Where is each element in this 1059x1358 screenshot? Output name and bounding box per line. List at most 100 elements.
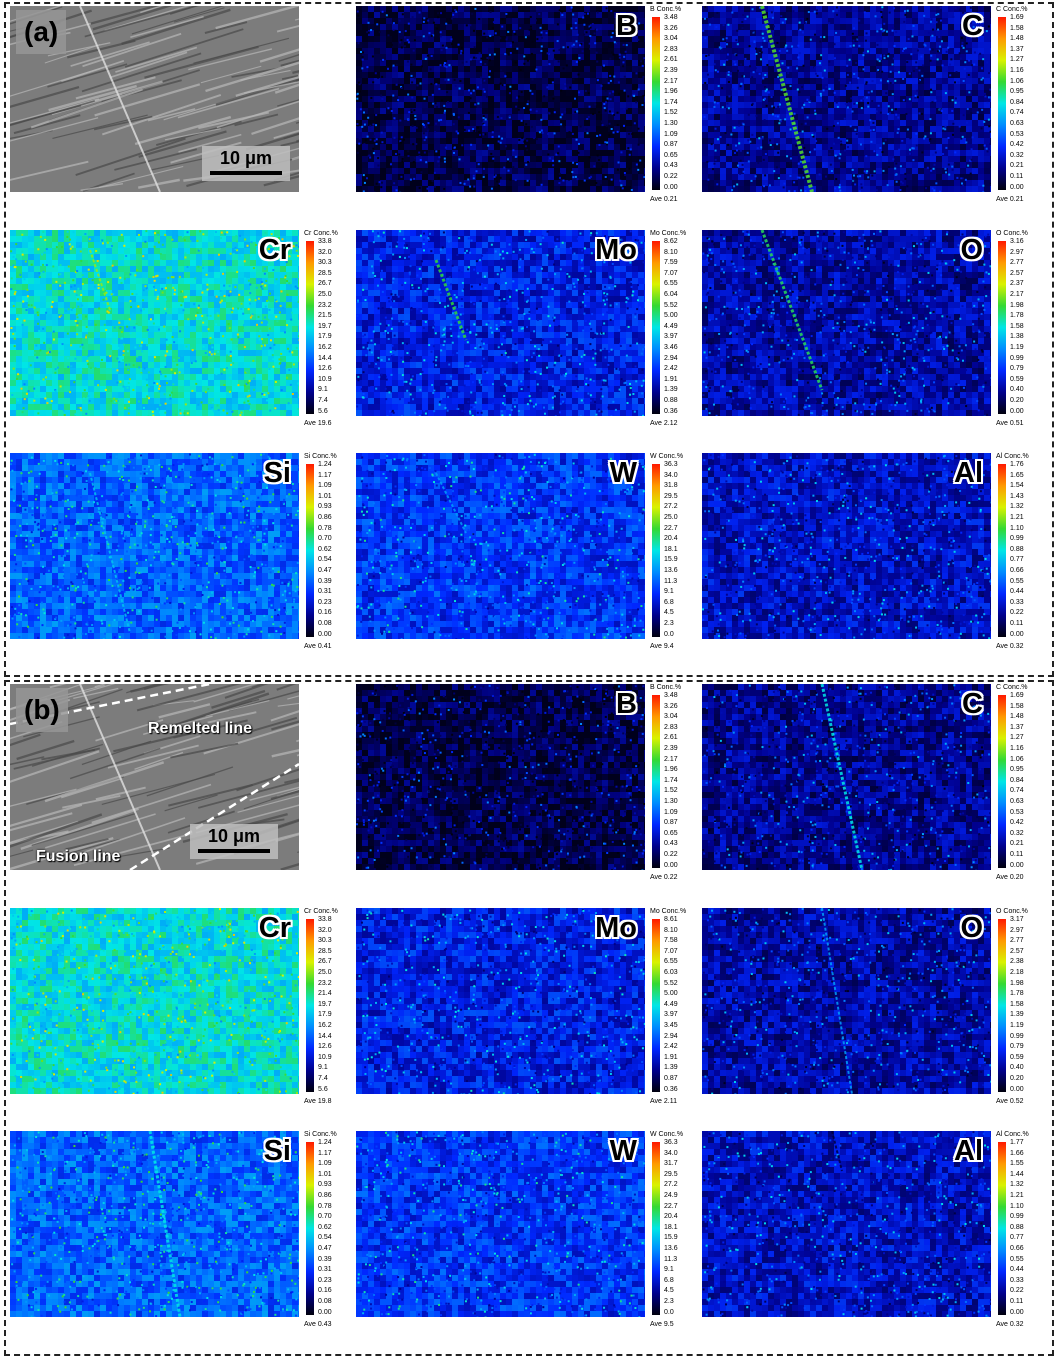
legend-tick-label: 0.62 bbox=[318, 546, 332, 554]
legend-average: Ave 19.6 bbox=[304, 420, 332, 427]
concentration-map-image bbox=[10, 230, 299, 416]
legend-title: Cr Conc.% bbox=[304, 908, 338, 915]
color-legend: O Conc.% 3.16 2.97 2.77 2.57 2.37 2.17 1.98 1.78… bbox=[996, 230, 1046, 427]
legend-tick-label: 26.7 bbox=[318, 280, 332, 288]
legend-tick-label: 1.32 bbox=[1010, 503, 1024, 511]
panel-section bbox=[4, 680, 1054, 1356]
concentration-map-image bbox=[356, 6, 645, 192]
element-label: Al bbox=[954, 1135, 983, 1168]
scale-bar: 10 μm bbox=[202, 146, 290, 181]
legend-tick-label: 17.9 bbox=[318, 1011, 332, 1019]
legend-tick-label: 1.24 bbox=[318, 461, 332, 469]
legend-tick-label: 2.3 bbox=[664, 620, 674, 628]
legend-tick-label: 0.59 bbox=[1010, 376, 1024, 384]
legend-tick-label: 25.0 bbox=[318, 291, 332, 299]
element-label: Al bbox=[954, 457, 983, 490]
legend-tick-label: 2.38 bbox=[1010, 958, 1024, 966]
color-legend: B Conc.% 3.48 3.26 3.04 2.83 2.61 2.39 2.17 1.96… bbox=[650, 6, 700, 203]
legend-tick-label: 25.0 bbox=[318, 969, 332, 977]
legend-tick-label: 0.00 bbox=[1010, 1309, 1024, 1317]
legend-color-bar bbox=[652, 1142, 660, 1315]
legend-tick-label: 22.7 bbox=[664, 1203, 678, 1211]
legend-tick-label: 8.10 bbox=[664, 249, 678, 257]
element-map-si: Si bbox=[10, 453, 299, 639]
concentration-map-image bbox=[702, 1131, 991, 1317]
legend-tick-label: 0.40 bbox=[1010, 1064, 1024, 1072]
sem-panel: (b) 10 μm Remelted line Fusion line bbox=[10, 684, 299, 870]
legend-tick-label: 0.36 bbox=[664, 408, 678, 416]
legend-tick-label: 0.44 bbox=[1010, 588, 1024, 596]
legend-tick-label: 0.87 bbox=[664, 1075, 678, 1083]
legend-tick-label: 9.1 bbox=[318, 386, 328, 394]
legend-tick-label: 6.8 bbox=[664, 1277, 674, 1285]
legend-tick-label: 4.49 bbox=[664, 1001, 678, 1009]
legend-title: Mo Conc.% bbox=[650, 908, 686, 915]
legend-title: B Conc.% bbox=[650, 6, 681, 13]
legend-tick-label: 20.4 bbox=[664, 1213, 678, 1221]
legend-tick-label: 8.61 bbox=[664, 916, 678, 924]
legend-tick-label: 9.1 bbox=[318, 1064, 328, 1072]
legend-tick-label: 0.31 bbox=[318, 1266, 332, 1274]
element-label: Si bbox=[264, 1135, 291, 1168]
legend-average: Ave 0.51 bbox=[996, 420, 1024, 427]
element-label: O bbox=[960, 234, 983, 267]
legend-ticks: 3.16 2.97 2.77 2.57 2.37 2.17 1.98 1.78 1.58 1.38… bbox=[1010, 238, 1044, 418]
legend-color-bar bbox=[998, 464, 1006, 637]
legend-tick-label: 5.52 bbox=[664, 980, 678, 988]
scale-bar-label: 10 μm bbox=[210, 148, 282, 169]
legend-tick-label: 1.77 bbox=[1010, 1139, 1024, 1147]
legend-average: Ave 0.21 bbox=[650, 196, 678, 203]
element-label: Cr bbox=[259, 912, 291, 945]
legend-tick-label: 0.39 bbox=[318, 1256, 332, 1264]
scale-bar-line bbox=[210, 171, 282, 175]
legend-tick-label: 34.0 bbox=[664, 472, 678, 480]
legend-tick-label: 2.61 bbox=[664, 734, 678, 742]
legend-tick-label: 1.27 bbox=[1010, 734, 1024, 742]
legend-tick-label: 0.32 bbox=[1010, 830, 1024, 838]
legend-tick-label: 0.00 bbox=[1010, 408, 1024, 416]
legend-tick-label: 3.26 bbox=[664, 703, 678, 711]
concentration-map-image bbox=[702, 6, 991, 192]
legend-tick-label: 0.54 bbox=[318, 556, 332, 564]
legend-tick-label: 0.16 bbox=[318, 609, 332, 617]
concentration-map-image bbox=[10, 908, 299, 1094]
legend-tick-label: 7.58 bbox=[664, 937, 678, 945]
legend-tick-label: 1.32 bbox=[1010, 1181, 1024, 1189]
legend-average: Ave 0.22 bbox=[650, 874, 678, 881]
element-map-o: O bbox=[702, 230, 991, 416]
legend-tick-label: 1.10 bbox=[1010, 525, 1024, 533]
legend-tick-label: 1.91 bbox=[664, 1054, 678, 1062]
legend-tick-label: 0.84 bbox=[1010, 777, 1024, 785]
legend-color-bar bbox=[652, 241, 660, 414]
annotation-fusion-line: Fusion line bbox=[36, 848, 120, 866]
concentration-map-image bbox=[356, 684, 645, 870]
element-map-o: O bbox=[702, 908, 991, 1094]
color-legend: Cr Conc.% 33.8 32.0 30.3 28.5 26.7 25.0 23.2 21.… bbox=[304, 908, 354, 1105]
legend-tick-label: 19.7 bbox=[318, 323, 332, 331]
legend-tick-label: 27.2 bbox=[664, 503, 678, 511]
legend-tick-label: 2.77 bbox=[1010, 259, 1024, 267]
legend-tick-label: 0.39 bbox=[318, 578, 332, 586]
legend-tick-label: 2.17 bbox=[664, 78, 678, 86]
legend-tick-label: 16.2 bbox=[318, 344, 332, 352]
legend-tick-label: 1.54 bbox=[1010, 482, 1024, 490]
legend-tick-label: 1.58 bbox=[1010, 703, 1024, 711]
legend-average: Ave 9.5 bbox=[650, 1321, 674, 1328]
legend-ticks: 1.69 1.58 1.48 1.37 1.27 1.16 1.06 0.95 0.84 0.74… bbox=[1010, 14, 1044, 194]
legend-tick-label: 1.16 bbox=[1010, 67, 1024, 75]
legend-tick-label: 0.08 bbox=[318, 1298, 332, 1306]
legend-tick-label: 1.55 bbox=[1010, 1160, 1024, 1168]
legend-tick-label: 3.48 bbox=[664, 692, 678, 700]
legend-tick-label: 32.0 bbox=[318, 249, 332, 257]
legend-tick-label: 0.00 bbox=[318, 631, 332, 639]
legend-average: Ave 2.11 bbox=[650, 1098, 677, 1105]
legend-tick-label: 1.52 bbox=[664, 109, 678, 117]
element-map-cr: Cr bbox=[10, 230, 299, 416]
legend-average: Ave 0.43 bbox=[304, 1321, 332, 1328]
legend-tick-label: 0.11 bbox=[1010, 620, 1023, 628]
legend-tick-label: 0.63 bbox=[1010, 798, 1024, 806]
legend-title: Mo Conc.% bbox=[650, 230, 686, 237]
legend-tick-label: 28.5 bbox=[318, 948, 332, 956]
legend-tick-label: 1.09 bbox=[318, 482, 332, 490]
color-legend: B Conc.% 3.48 3.26 3.04 2.83 2.61 2.39 2.17 1.96… bbox=[650, 684, 700, 881]
